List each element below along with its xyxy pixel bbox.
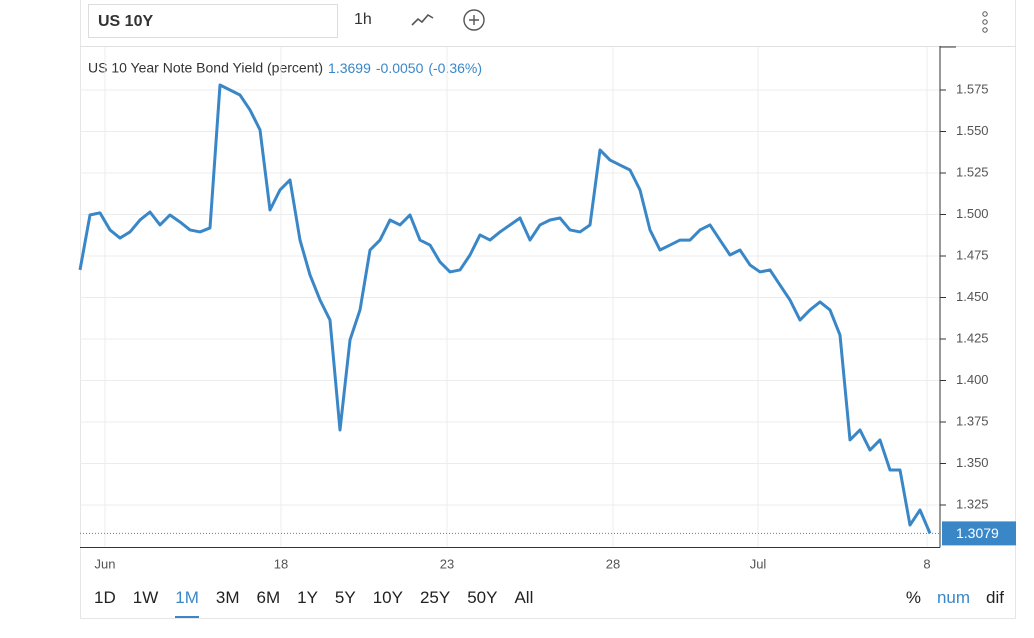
menu-icon[interactable] [978,10,992,34]
last-price-box [942,521,1016,546]
y-tick-label: 1.325 [956,496,989,511]
symbol-input[interactable]: US 10Y [88,4,338,38]
range-button[interactable]: 3M [215,588,240,607]
x-tick-label: Jun [95,556,116,571]
x-tick-label: 28 [606,556,620,571]
y-tick-label: 1.350 [956,455,989,470]
toolbar-divider [80,46,1016,47]
y-tick-label: 1.475 [956,247,989,262]
chart-title: US 10 Year Note Bond Yield (percent) 1.36… [88,60,482,76]
mode-button[interactable]: dif [986,588,1004,607]
frame [80,0,1016,619]
quote-change: -0.0050 [376,60,424,76]
range-button[interactable]: 6M [256,588,281,607]
y-tick-label: 1.525 [956,164,989,179]
mode-button[interactable]: % [905,588,921,607]
chart-type-icon[interactable] [410,10,436,30]
y-tick-label: 1.375 [956,413,989,428]
range-button[interactable]: 1W [132,588,159,607]
y-tick-label: 1.575 [956,81,989,96]
add-icon[interactable] [462,8,488,32]
interval-button[interactable]: 1h [354,11,372,28]
range-button[interactable]: 50Y [467,588,498,607]
x-tick-label: 8 [923,556,930,571]
range-button[interactable]: 1D [94,588,116,607]
y-tick-label: 1.425 [956,330,989,345]
last-price-label: 1.3079 [956,525,999,541]
range-button[interactable]: 1Y [297,588,318,607]
y-tick-label: 1.550 [956,123,989,138]
price-line [78,83,932,534]
range-bar: 1D 1W 1M 3M 6M 1Y 5Y 10Y 25Y 50Y All [94,586,550,620]
range-button[interactable]: All [514,588,534,607]
mode-button[interactable]: num [936,588,971,607]
chart: US 10 Year Note Bond Yield (percent) 1.36… [78,46,1016,571]
quote-last: 1.3699 [328,60,371,76]
range-button[interactable]: 25Y [419,588,451,607]
y-tick-label: 1.500 [956,206,989,221]
range-button[interactable]: 1M [175,586,199,618]
x-tick-label: 18 [274,556,288,571]
y-tick-label: 1.400 [956,372,989,387]
y-tick-label: 1.450 [956,289,989,304]
range-button[interactable]: 10Y [372,588,403,607]
x-tick-label: Jul [750,556,767,571]
quote-change-pct: (-0.36%) [428,60,482,76]
range-button[interactable]: 5Y [334,588,356,607]
x-tick-label: 23 [440,556,454,571]
symbol-text: US 10Y [98,13,154,30]
mode-bar: % num dif [906,586,1004,616]
